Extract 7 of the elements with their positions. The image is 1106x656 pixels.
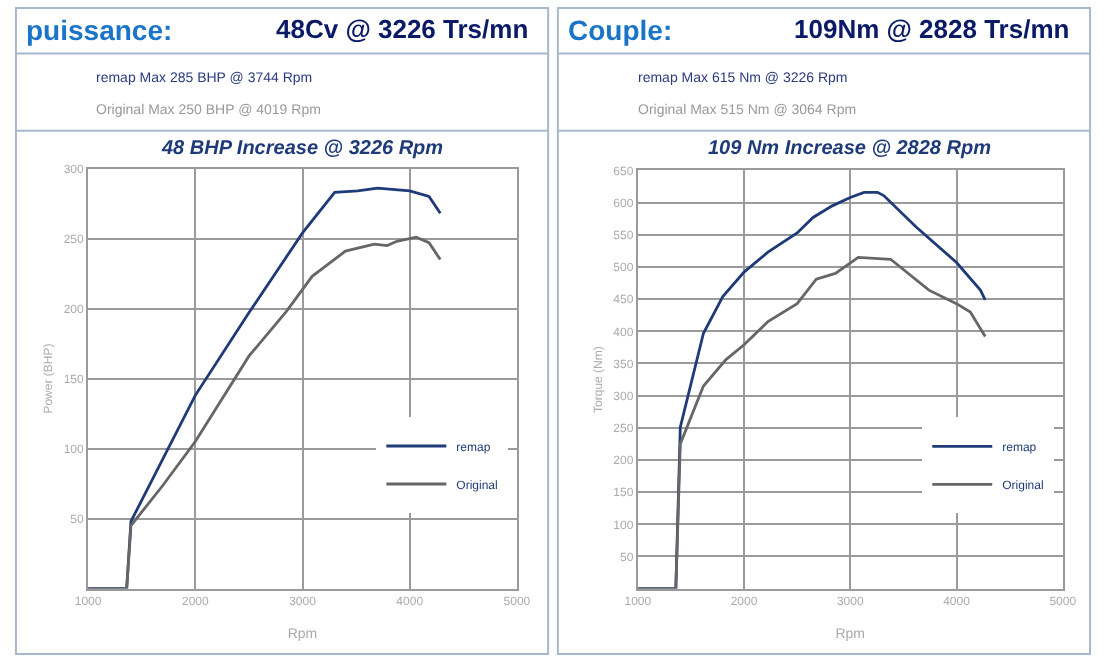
- chart-subtitle: 48Cv @ 3226 Trs/mn: [276, 14, 529, 44]
- chart-title: Couple:: [568, 14, 673, 46]
- text: 48 BHP Increase @ 3226 Rpm: [160, 138, 444, 160]
- chart-subtitle: 109Nm @ 2828 Trs/mn: [794, 14, 1070, 44]
- text: 109 Nm Increase @ 2828 Rpm: [708, 138, 992, 160]
- chart-title: puissance:: [26, 14, 173, 46]
- line-series: [637, 255, 987, 589]
